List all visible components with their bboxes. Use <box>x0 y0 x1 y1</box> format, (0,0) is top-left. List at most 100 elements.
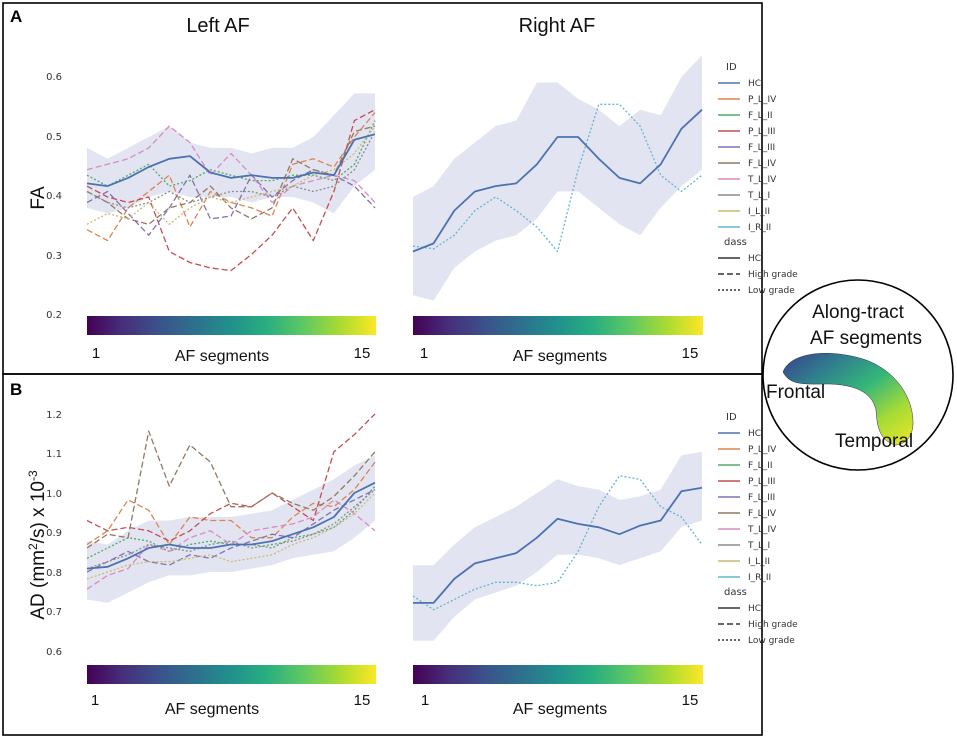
series-line-p-l-iv <box>86 112 376 242</box>
inset-label-frontal: Frontal <box>766 382 825 403</box>
ytick-a-0.3: 0.3 <box>46 251 62 262</box>
cb-a-right-label: AF segments <box>513 348 607 365</box>
inset-label-temporal: Temporal <box>835 431 913 452</box>
inset-title-line1: Along-tract <box>812 302 905 323</box>
ytick-a-0.2: 0.2 <box>46 310 62 321</box>
cb-b-left-max: 15 <box>354 692 371 709</box>
right-af-title: Right AF <box>519 15 596 37</box>
ytick-b-0.8: 0.8 <box>46 568 62 579</box>
cb-b-right-label: AF segments <box>513 701 607 718</box>
legend-id-title: ID <box>726 62 737 73</box>
cb-b-right-max: 15 <box>682 692 699 709</box>
ytick-a-0.5: 0.5 <box>46 132 62 143</box>
hc-confidence-band <box>413 55 702 301</box>
cb-a-right-min: 1 <box>420 345 428 362</box>
legend-label-t-l-i: T_L_I <box>747 541 770 551</box>
colorbar-a-right <box>413 316 703 335</box>
plot-right-af-ad <box>412 451 703 641</box>
inset-title-line2: AF segments <box>810 328 922 349</box>
series-line-i-l-ii <box>86 492 376 580</box>
legend-id-title: ID <box>726 412 737 423</box>
cb-a-left-max: 15 <box>354 345 371 362</box>
legend-label-f-l-iv: F_L_IV <box>748 509 777 519</box>
colorbar-a-left <box>87 316 376 335</box>
cb-a-left-min: 1 <box>92 345 100 362</box>
panel-a-yticks: 0.6 0.5 0.4 0.3 0.2 <box>46 72 62 321</box>
legend-label-p-l-iv: P_L_IV <box>748 445 777 455</box>
colorbar-b-right <box>413 665 703 684</box>
cb-b-left-label: AF segments <box>165 701 259 718</box>
legend-label-t-l-iv: T_L_IV <box>747 525 777 535</box>
series-line-i-r-ii <box>412 103 703 253</box>
ytick-b-1.2: 1.2 <box>46 410 62 421</box>
ytick-a-0.6: 0.6 <box>46 72 62 83</box>
panel-b-frame <box>2 373 763 736</box>
series-line-hc <box>86 133 376 188</box>
legend-class-title: dass <box>724 237 747 248</box>
legend-label-i-r-ii: I_R_II <box>748 223 771 233</box>
series-line-f-l-iv <box>86 125 376 225</box>
panel-b-yticks: 1.2 1.1 1.0 0.9 0.8 0.7 0.6 <box>46 410 62 658</box>
series-line-p-l-iv <box>86 461 376 546</box>
series-line-p-l-iii <box>86 109 376 272</box>
legend-class-label-high-grade: High grade <box>748 270 798 280</box>
ytick-b-1.0: 1.0 <box>46 489 62 500</box>
legend-label-p-l-iii: P_L_III <box>748 477 775 487</box>
cb-a-left-label: AF segments <box>175 348 269 365</box>
series-line-hc <box>412 109 703 253</box>
legend-label-i-r-ii: I_R_II <box>748 573 771 583</box>
series-line-p-l-iii <box>86 413 376 542</box>
legend-class-label-high-grade: High grade <box>748 620 798 630</box>
ytick-a-0.4: 0.4 <box>46 191 62 202</box>
legend-class-title: dass <box>724 587 747 598</box>
plot-left-af-fa <box>86 93 376 272</box>
series-line-f-l-iii <box>86 489 376 573</box>
legend-class-label-low-grade: Low grade <box>748 636 795 646</box>
legend-label-t-l-iv: T_L_IV <box>747 175 777 185</box>
legend-label-i-l-ii: I_L_II <box>748 557 770 567</box>
panel-a-ylabel: FA <box>28 186 49 210</box>
legend-label-p-l-iii: P_L_III <box>748 127 775 137</box>
legend-class-label-hc: HC <box>748 254 761 264</box>
legend-label-hc: HC <box>748 429 761 439</box>
legend-label-f-l-iii: F_L_III <box>748 493 775 503</box>
series-line-i-l-ii <box>86 125 376 225</box>
legend-panel-b: ID HC P_L_IV F_L_II P_L_III F_L_III F_L_IV T_L_… <box>718 412 798 646</box>
legend-class-label-low-grade: Low grade <box>748 286 795 296</box>
hc-confidence-band <box>87 455 375 603</box>
af-tract-shape <box>782 353 914 446</box>
series-line-f-l-iv <box>86 430 376 549</box>
cb-b-left-min: 1 <box>91 692 99 709</box>
series-line-t-l-iv <box>86 125 376 204</box>
ytick-b-0.7: 0.7 <box>46 607 62 618</box>
legend-label-t-l-i: T_L_I <box>747 191 770 201</box>
plot-right-af-fa <box>412 55 703 301</box>
series-line-f-l-ii <box>86 120 376 187</box>
panel-b-letter: B <box>10 380 22 399</box>
colorbar-b-left <box>87 665 376 684</box>
legend-label-i-l-ii: I_L_II <box>748 207 770 217</box>
cb-a-right-max: 15 <box>682 345 699 362</box>
legend-label-f-l-iii: F_L_III <box>748 143 775 153</box>
ytick-b-0.9: 0.9 <box>46 528 62 539</box>
af-tract-inset: Along-tract AF segments Frontal Temporal <box>762 279 954 471</box>
cb-b-right-min: 1 <box>421 692 429 709</box>
legend-panel-a: ID HC P_L_IV F_L_II P_L_III F_L_III F_L_IV T_L_… <box>718 62 798 296</box>
legend-label-hc: HC <box>748 79 761 89</box>
legend-label-f-l-iv: F_L_IV <box>748 159 777 169</box>
ytick-b-1.1: 1.1 <box>46 449 62 460</box>
series-line-hc <box>413 486 703 604</box>
ytick-b-0.6: 0.6 <box>46 647 62 658</box>
series-line-t-l-iv <box>86 499 376 590</box>
plot-left-af-ad <box>86 413 376 603</box>
legend-label-p-l-iv: P_L_IV <box>748 95 777 105</box>
legend-label-f-l-ii: F_L_II <box>748 111 773 121</box>
series-line-hc <box>86 481 376 570</box>
legend-class-label-hc: HC <box>748 604 761 614</box>
hc-confidence-band <box>413 451 702 641</box>
panel-a-letter: A <box>10 7 22 26</box>
panel-b-ylabel: AD (mm2/s) x 10-3 <box>26 470 49 620</box>
legend-label-f-l-ii: F_L_II <box>748 461 773 471</box>
left-af-title: Left AF <box>186 15 249 37</box>
